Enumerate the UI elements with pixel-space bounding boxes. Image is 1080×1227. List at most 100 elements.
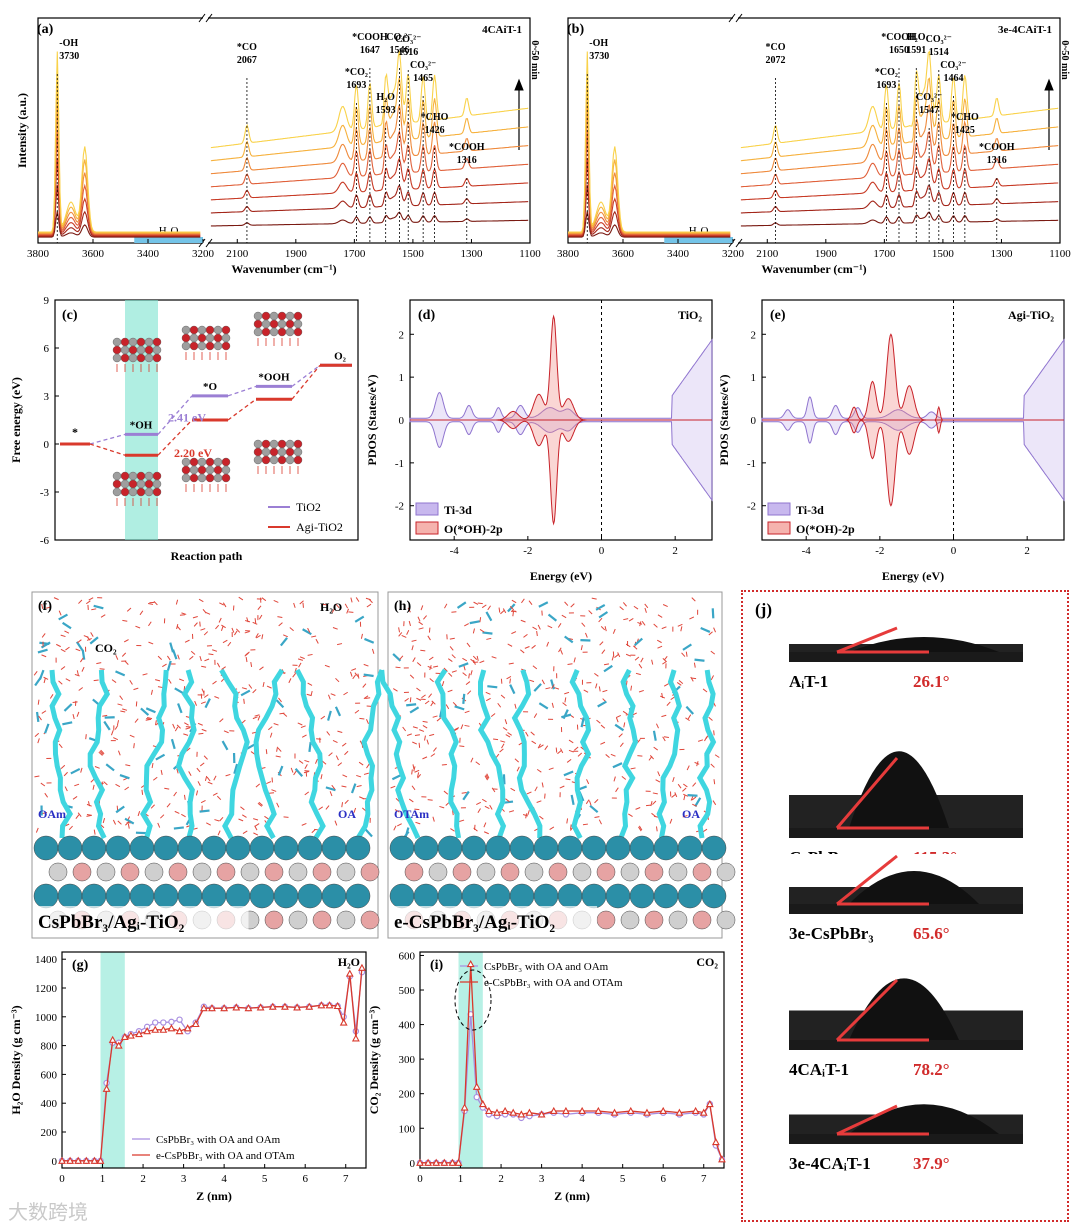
density-point: [317, 1001, 326, 1009]
water-molecule: [350, 597, 353, 603]
water-molecule: [508, 810, 515, 813]
atom-sphere: [205, 325, 215, 335]
water-molecule: [583, 689, 589, 693]
water-molecule: [365, 697, 371, 700]
water-molecule: [75, 648, 81, 652]
water-molecule: [314, 758, 318, 764]
water-molecule: [651, 659, 654, 665]
water-molecule: [304, 759, 310, 763]
water-molecule: [713, 627, 717, 633]
water-molecule: [567, 663, 573, 665]
atom-sphere: [221, 325, 231, 335]
sample-name: 3e-4CAᵢT-1: [789, 1154, 871, 1173]
water-molecule: [652, 792, 658, 795]
co2-molecule: [294, 768, 304, 777]
ligand-label-left: OTAm: [394, 807, 429, 821]
x-axis-label: Wavenumber (cm⁻¹): [231, 262, 336, 276]
x-tick-label: 1100: [519, 248, 541, 260]
water-molecule: [266, 781, 272, 785]
time-arrow-label: 0~50 min: [529, 40, 540, 80]
water-molecule: [41, 710, 47, 714]
water-molecule: [326, 731, 331, 736]
water-molecule: [601, 649, 606, 654]
density-point: [114, 1041, 123, 1049]
water-molecule: [250, 661, 253, 668]
water-molecule: [129, 734, 135, 738]
water-molecule: [676, 682, 682, 686]
water-molecule: [633, 645, 638, 650]
water-molecule: [225, 773, 231, 777]
water-molecule: [254, 714, 260, 717]
slab-atom: [72, 862, 92, 882]
water-molecule: [283, 816, 289, 818]
atom-sphere: [112, 345, 122, 355]
water-molecule: [38, 715, 42, 721]
water-molecule: [638, 826, 642, 832]
slab-atom: [33, 835, 59, 861]
co2-molecule: [354, 615, 365, 623]
water-molecule: [470, 658, 475, 663]
panel-label: (h): [394, 599, 411, 614]
slab-atom: [533, 883, 559, 909]
slab-atom: [264, 862, 284, 882]
water-molecule: [524, 646, 530, 649]
atom-sphere: [213, 465, 223, 475]
atom-sphere: [285, 327, 295, 337]
slab-atom: [524, 862, 544, 882]
slab-atom: [437, 883, 463, 909]
panel-label: (i): [430, 958, 444, 973]
water-molecule: [79, 657, 84, 663]
water-molecule: [86, 803, 92, 807]
water-molecule: [638, 825, 643, 831]
water-molecule: [411, 769, 413, 775]
water-molecule: [238, 596, 244, 601]
x-tick-label: 0: [599, 545, 605, 557]
co2-molecule: [221, 740, 229, 751]
water-molecule: [139, 610, 144, 616]
water-molecule: [630, 685, 633, 691]
energy-connector-tio2: [227, 385, 257, 397]
water-molecule: [77, 639, 82, 644]
panel-label: (a): [37, 22, 54, 37]
water-molecule: [662, 604, 668, 607]
x-tick-label: 3800: [27, 248, 50, 260]
water-molecule: [288, 678, 292, 684]
pdos-ti3d-down: [409, 419, 713, 502]
water-molecule: [557, 623, 562, 628]
ligand-chain: [175, 669, 197, 839]
water-molecule: [656, 639, 662, 644]
slab-atom: [273, 835, 299, 861]
atom-sphere: [253, 447, 263, 457]
density-point: [358, 963, 366, 971]
water-molecule: [551, 702, 554, 708]
water-molecule: [353, 807, 357, 813]
water-molecule: [257, 715, 261, 721]
atom-sphere: [136, 479, 146, 489]
water-molecule: [555, 747, 558, 753]
density-point: [484, 1106, 493, 1115]
water-molecule: [184, 722, 189, 726]
droplet: [849, 751, 949, 828]
water-molecule: [419, 729, 425, 732]
density-point: [333, 1001, 342, 1010]
water-molecule: [466, 642, 471, 648]
water-molecule: [148, 621, 152, 627]
water-molecule: [222, 602, 227, 608]
water-molecule: [206, 776, 211, 782]
slab-atom: [701, 835, 727, 861]
water-molecule: [346, 608, 350, 614]
water-molecule: [479, 629, 485, 633]
water-molecule: [103, 781, 108, 786]
water-molecule: [696, 761, 699, 767]
water-molecule: [512, 611, 514, 617]
water-molecule: [635, 807, 641, 810]
water-molecule: [459, 819, 465, 822]
slab-atom: [404, 862, 424, 882]
water-molecule: [160, 769, 163, 775]
water-molecule: [200, 701, 206, 705]
water-molecule: [566, 818, 569, 824]
slab-atom: [437, 835, 463, 861]
peak-value: 1426: [425, 125, 445, 136]
water-molecule: [412, 741, 418, 745]
substrate: [789, 828, 1023, 838]
